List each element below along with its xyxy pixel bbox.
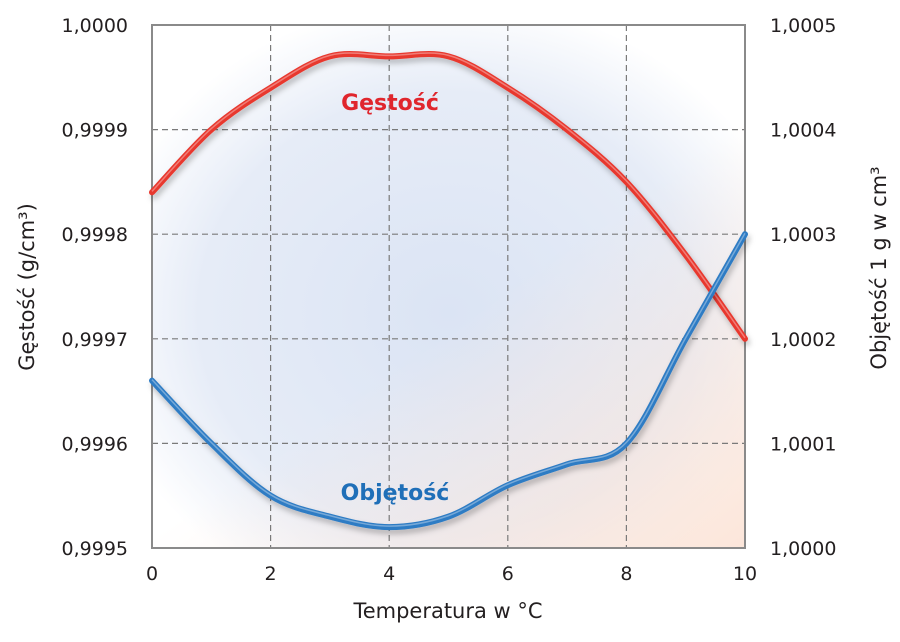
x-tick-label: 10 [733, 563, 757, 585]
y-left-tick-label: 0,9999 [62, 120, 128, 142]
y-right-tick-label: 1,0004 [770, 120, 836, 142]
y-axis-right-label: Objętość 1 g w cm³ [867, 166, 891, 369]
y-left-tick-label: 0,9995 [62, 538, 128, 560]
series-label-gestosc: Gęstość [341, 91, 439, 116]
y-right-tick-label: 1,0005 [770, 15, 836, 37]
x-tick-label: 2 [265, 563, 277, 585]
y-right-tick-label: 1,0003 [770, 224, 836, 246]
volume-line-highlight [151, 232, 746, 527]
series-label-objetosc: Objętość [341, 481, 450, 506]
x-tick-label: 8 [620, 563, 632, 585]
y-left-tick-label: 0,9996 [62, 433, 128, 455]
x-tick-label: 4 [383, 563, 395, 585]
density-line [149, 51, 748, 342]
x-tick-label: 0 [146, 563, 158, 585]
y-right-tick-label: 1,0001 [770, 433, 836, 455]
y-left-tick-label: 1,0000 [62, 15, 128, 37]
volume-line [149, 231, 748, 531]
y-left-tick-label: 0,9997 [62, 329, 128, 351]
plot-frame [151, 24, 746, 549]
y-right-tick-label: 1,0002 [770, 329, 836, 351]
x-axis-label: Temperatura w °C [352, 599, 542, 623]
y-left-tick-label: 0,9998 [62, 224, 128, 246]
density-line-highlight [151, 52, 746, 339]
y-right-tick-label: 1,0000 [770, 538, 836, 560]
y-axis-left-label: Gęstość (g/cm³) [15, 203, 39, 371]
x-tick-label: 6 [502, 563, 514, 585]
plot-background-warm [152, 25, 745, 548]
